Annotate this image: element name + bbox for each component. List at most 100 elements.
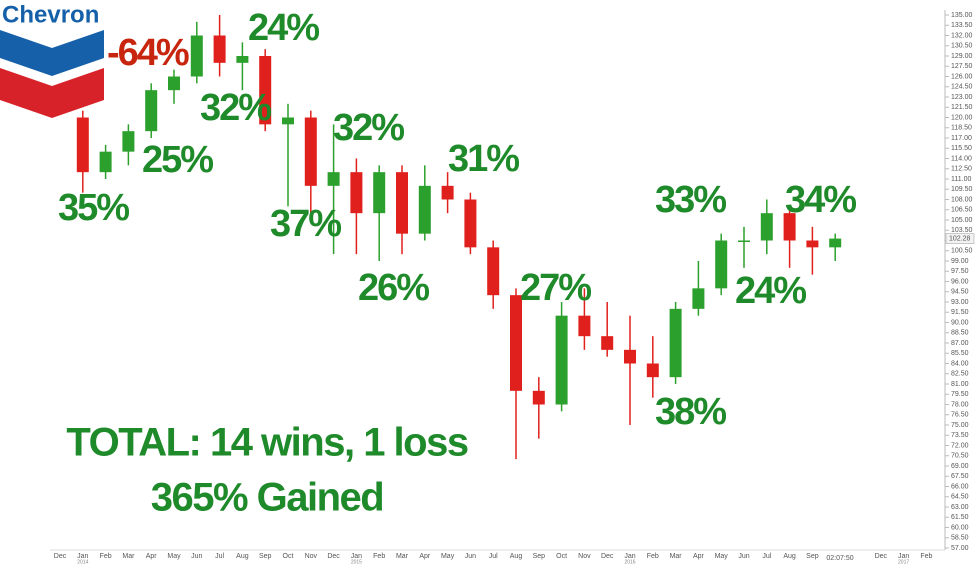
- x-tick-label: May: [441, 553, 455, 560]
- y-tick-label: 82.50: [951, 371, 969, 378]
- annotation: 33%: [655, 179, 726, 221]
- candle-body: [487, 247, 500, 296]
- y-tick-label: 87.00: [951, 340, 969, 347]
- logo-text: Chevron: [2, 1, 99, 28]
- candle-body: [692, 288, 705, 309]
- x-tick-label: Dec: [327, 553, 340, 560]
- y-tick-label: 112.50: [951, 166, 972, 173]
- y-tick-label: 114.00: [951, 155, 972, 162]
- x-tick-label: Mar: [122, 553, 135, 560]
- annotation: 38%: [655, 391, 726, 433]
- candle-body: [145, 90, 158, 132]
- x-tick-label: Feb: [920, 553, 932, 560]
- y-tick-label: 79.50: [951, 391, 969, 398]
- y-tick-label: 103.50: [951, 227, 973, 234]
- y-tick-label: 85.50: [951, 350, 969, 357]
- y-tick-label: 115.50: [951, 145, 972, 152]
- y-tick-label: 135.00: [951, 12, 973, 19]
- candle-body: [646, 363, 659, 378]
- y-tick-label: 90.00: [951, 319, 969, 326]
- y-tick-label: 117.00: [951, 135, 972, 142]
- x-tick-label: May: [167, 553, 181, 560]
- candle-body: [350, 172, 363, 214]
- x-tick-label: Apr: [693, 553, 705, 560]
- y-tick-label: 133.50: [951, 22, 973, 29]
- x-tick-label: Jul: [489, 553, 498, 560]
- y-tick-label: 66.00: [951, 483, 969, 490]
- y-tick-label: 76.50: [951, 412, 969, 419]
- candle-body: [236, 56, 249, 63]
- x-tick-label: Jan: [624, 553, 635, 560]
- x-tick-label: Jan: [351, 553, 362, 560]
- x-tick-label: Feb: [100, 553, 112, 560]
- x-tick-label: Jul: [762, 553, 771, 560]
- candle-body: [76, 117, 89, 173]
- y-tick-label: 129.00: [951, 53, 973, 60]
- annotation: 37%: [270, 203, 341, 245]
- candle-body: [578, 315, 591, 337]
- y-tick-label: 124.50: [951, 84, 973, 91]
- y-tick-label: 57.00: [951, 545, 969, 552]
- candle-body: [783, 213, 796, 241]
- logo-chevron-blue: [0, 30, 104, 76]
- x-tick-label: Oct: [283, 553, 294, 560]
- y-tick-label: 75.00: [951, 422, 969, 429]
- y-tick-label: 97.50: [951, 268, 969, 275]
- y-tick-label: 105.00: [951, 217, 973, 224]
- y-tick-label: 88.50: [951, 330, 969, 337]
- y-tick-label: 111.00: [951, 176, 971, 183]
- candle-body: [327, 172, 340, 186]
- x-tick-label: Dec: [875, 553, 888, 560]
- y-tick-label: 106.50: [951, 207, 973, 214]
- summary-line: TOTAL: 14 wins, 1 loss: [66, 421, 467, 465]
- y-tick-label: 64.50: [951, 494, 969, 501]
- x-tick-label: Sep: [533, 553, 546, 560]
- y-tick-label: 99.00: [951, 258, 969, 265]
- candle-body: [760, 213, 773, 241]
- x-year-label: 2015: [351, 559, 362, 565]
- annotation: 32%: [200, 87, 271, 129]
- candle-body: [510, 295, 522, 391]
- annotation: 27%: [520, 267, 591, 309]
- candle-body: [738, 240, 750, 242]
- y-tick-label: 78.00: [951, 401, 969, 408]
- annotation: 31%: [448, 138, 519, 180]
- annotation: 25%: [142, 139, 213, 181]
- x-tick-label: Feb: [647, 553, 659, 560]
- summary-line: 365% Gained: [151, 476, 384, 520]
- x-tick-label: Aug: [783, 553, 796, 560]
- y-tick-label: 60.00: [951, 524, 969, 531]
- candle-body: [601, 336, 614, 350]
- y-tick-label: 108.00: [951, 196, 973, 203]
- x-tick-label: Nov: [305, 553, 318, 560]
- timestamp: 02:07:50: [826, 555, 853, 562]
- y-tick-label: 61.50: [951, 514, 969, 521]
- y-tick-label: 126.00: [951, 73, 973, 80]
- x-year-label: 2017: [898, 559, 909, 565]
- y-tick-label: 93.00: [951, 299, 969, 306]
- x-tick-label: Jun: [191, 553, 202, 560]
- y-tick-label: 70.50: [951, 453, 969, 460]
- x-tick-label: Dec: [54, 553, 67, 560]
- x-tick-label: Aug: [236, 553, 249, 560]
- candle-body: [555, 315, 568, 405]
- x-tick-label: Mar: [396, 553, 409, 560]
- x-tick-label: Sep: [259, 553, 272, 560]
- candle-body: [464, 199, 477, 248]
- candle-body: [418, 185, 431, 234]
- candle-body: [213, 35, 226, 63]
- last-price-label: 102.28: [949, 235, 971, 242]
- logo: Chevron: [0, 1, 104, 118]
- annotation: 32%: [333, 107, 404, 149]
- candle-body: [441, 185, 454, 200]
- y-tick-label: 123.00: [951, 94, 973, 101]
- y-tick-label: 127.50: [951, 63, 973, 70]
- x-tick-label: Jun: [465, 553, 476, 560]
- y-tick-label: 67.50: [951, 473, 969, 480]
- candle-body: [806, 240, 819, 248]
- x-tick-label: Jun: [738, 553, 749, 560]
- x-tick-label: Jan: [898, 553, 909, 560]
- last-price-box: [945, 233, 975, 244]
- x-tick-label: Apr: [146, 553, 158, 560]
- y-tick-label: 72.00: [951, 442, 969, 449]
